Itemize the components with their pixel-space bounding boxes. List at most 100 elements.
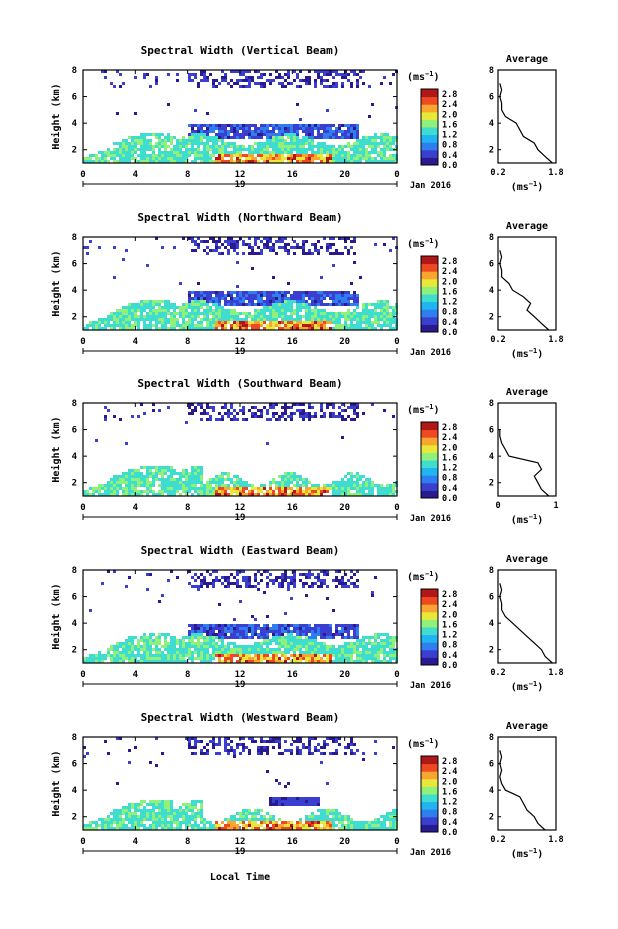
colorbar-swatch bbox=[421, 286, 438, 295]
colorbar-tick-label: 2.4 bbox=[442, 767, 457, 777]
profile-y-tick-label: 4 bbox=[489, 619, 494, 629]
colorbar-tick-label: 2.4 bbox=[442, 600, 457, 610]
day-label: 19 bbox=[235, 680, 246, 690]
colorbar: 0.00.40.81.21.62.02.42.8(ms−1) bbox=[407, 70, 457, 171]
colorbar-tick-label: 2.8 bbox=[442, 590, 457, 600]
x-tick-label: 0 bbox=[80, 337, 85, 347]
colorbar-swatch bbox=[421, 460, 438, 469]
x-tick-label: 20 bbox=[339, 670, 350, 680]
colorbar-tick-label: 0.4 bbox=[442, 151, 457, 161]
colorbar-unit: (ms−1) bbox=[407, 70, 440, 83]
colorbar-tick-label: 0.8 bbox=[442, 141, 457, 151]
x-tick-label: 0 bbox=[394, 170, 399, 180]
colorbar-swatch bbox=[421, 119, 438, 128]
x-tick-label: 16 bbox=[287, 837, 298, 847]
x-tick-label: 12 bbox=[235, 670, 246, 680]
colorbar-tick-label: 0.4 bbox=[442, 318, 457, 328]
profile-y-tick-label: 2 bbox=[489, 313, 494, 323]
colorbar-tick-label: 1.2 bbox=[442, 131, 457, 141]
colorbar-frame bbox=[420, 88, 439, 166]
profile-x-tick-label: 0.2 bbox=[490, 168, 505, 178]
x-tick-label: 4 bbox=[133, 503, 139, 513]
colorbar-swatch bbox=[421, 642, 438, 651]
colorbar-frame bbox=[420, 255, 439, 333]
colorbar-swatch bbox=[421, 627, 438, 636]
y-axis-label: Height (km) bbox=[50, 83, 62, 149]
y-tick-label: 8 bbox=[72, 566, 77, 576]
x-tick-label: 16 bbox=[287, 670, 298, 680]
colorbar-tick-label: 2.8 bbox=[442, 257, 457, 267]
profile-line bbox=[499, 583, 553, 664]
panel-3: Spectral Width (Eastward Beam) Height (km… bbox=[50, 544, 564, 693]
x-tick-label: 16 bbox=[287, 170, 298, 180]
colorbar-tick-label: 2.0 bbox=[442, 443, 457, 453]
colorbar-swatch bbox=[421, 104, 438, 113]
colorbar-tick-label: 1.6 bbox=[442, 620, 457, 630]
colorbar-swatch bbox=[421, 96, 438, 105]
colorbar-swatch bbox=[421, 134, 438, 143]
profile-y-tick-label: 6 bbox=[489, 426, 494, 436]
y-tick-label: 6 bbox=[72, 93, 77, 103]
x-tick-label: 4 bbox=[133, 670, 139, 680]
colorbar-swatch bbox=[421, 271, 438, 280]
profile-x-tick-label: 1 bbox=[553, 501, 558, 511]
profile-x-tick-label: 0 bbox=[495, 501, 500, 511]
colorbar-tick-label: 0.0 bbox=[442, 828, 457, 838]
colorbar-swatch bbox=[421, 142, 438, 151]
x-tick-label: 0 bbox=[80, 670, 85, 680]
colorbar-tick-label: 2.0 bbox=[442, 777, 457, 787]
colorbar-frame bbox=[420, 588, 439, 666]
colorbar-unit: (ms−1) bbox=[407, 570, 440, 583]
y-tick-label: 2 bbox=[72, 313, 77, 323]
colorbar-tick-label: 0.0 bbox=[442, 161, 457, 171]
colorbar-tick-label: 0.0 bbox=[442, 661, 457, 671]
y-tick-label: 6 bbox=[72, 593, 77, 603]
y-axis-label: Height (km) bbox=[50, 750, 62, 816]
y-tick-label: 4 bbox=[72, 119, 78, 129]
colorbar-swatch bbox=[421, 475, 438, 484]
y-axis-label: Height (km) bbox=[50, 416, 62, 482]
y-tick-label: 4 bbox=[72, 619, 78, 629]
profile-frame bbox=[497, 736, 557, 831]
heatmap-cells bbox=[83, 570, 398, 663]
profile-y-tick-label: 6 bbox=[489, 93, 494, 103]
profile-y-tick-label: 8 bbox=[489, 566, 494, 576]
colorbar-swatch bbox=[421, 589, 438, 598]
colorbar-swatch bbox=[421, 444, 438, 453]
colorbar-tick-label: 1.2 bbox=[442, 631, 457, 641]
x-tick-label: 12 bbox=[235, 337, 246, 347]
colorbar-tick-label: 0.0 bbox=[442, 328, 457, 338]
y-tick-label: 2 bbox=[72, 479, 77, 489]
day-label: 19 bbox=[235, 347, 246, 357]
colorbar-tick-label: 1.6 bbox=[442, 787, 457, 797]
heatmap-cells bbox=[83, 237, 398, 330]
profile: Average 2 4 6 8 0.2 1.8 (ms−1) bbox=[489, 221, 564, 360]
colorbar-swatch bbox=[421, 756, 438, 765]
panel-title: Spectral Width (Southward Beam) bbox=[137, 377, 342, 390]
y-tick-label: 6 bbox=[72, 760, 77, 770]
profile: Average 2 4 6 8 0.2 1.8 (ms−1) bbox=[489, 721, 564, 860]
profile-unit: (ms−1) bbox=[511, 680, 544, 693]
colorbar-unit: (ms−1) bbox=[407, 237, 440, 250]
colorbar-tick-label: 0.8 bbox=[442, 641, 457, 651]
x-tick-label: 16 bbox=[287, 503, 298, 513]
profile-y-tick-label: 2 bbox=[489, 479, 494, 489]
colorbar-tick-label: 2.8 bbox=[442, 423, 457, 433]
profile-x-tick-label: 0.2 bbox=[490, 835, 505, 845]
colorbar-swatch bbox=[421, 619, 438, 628]
colorbar-unit: (ms−1) bbox=[407, 403, 440, 416]
panel-1: Spectral Width (Northward Beam) Height (k… bbox=[50, 211, 564, 360]
colorbar-swatch bbox=[421, 763, 438, 772]
colorbar-swatch bbox=[421, 452, 438, 461]
profile: Average 2 4 6 8 0.2 1.8 (ms−1) bbox=[489, 554, 564, 693]
colorbar-swatch bbox=[421, 596, 438, 605]
profile-y-tick-label: 4 bbox=[489, 452, 494, 462]
profile-x-tick-label: 1.8 bbox=[548, 668, 563, 678]
colorbar-swatch bbox=[421, 809, 438, 818]
colorbar-swatch bbox=[421, 294, 438, 303]
profile-y-tick-label: 2 bbox=[489, 146, 494, 156]
y-axis-label: Height (km) bbox=[50, 250, 62, 316]
y-tick-label: 8 bbox=[72, 66, 77, 76]
x-tick-label: 4 bbox=[133, 170, 139, 180]
profile: Average 2 4 6 8 0 1 (ms−1) bbox=[489, 387, 559, 526]
